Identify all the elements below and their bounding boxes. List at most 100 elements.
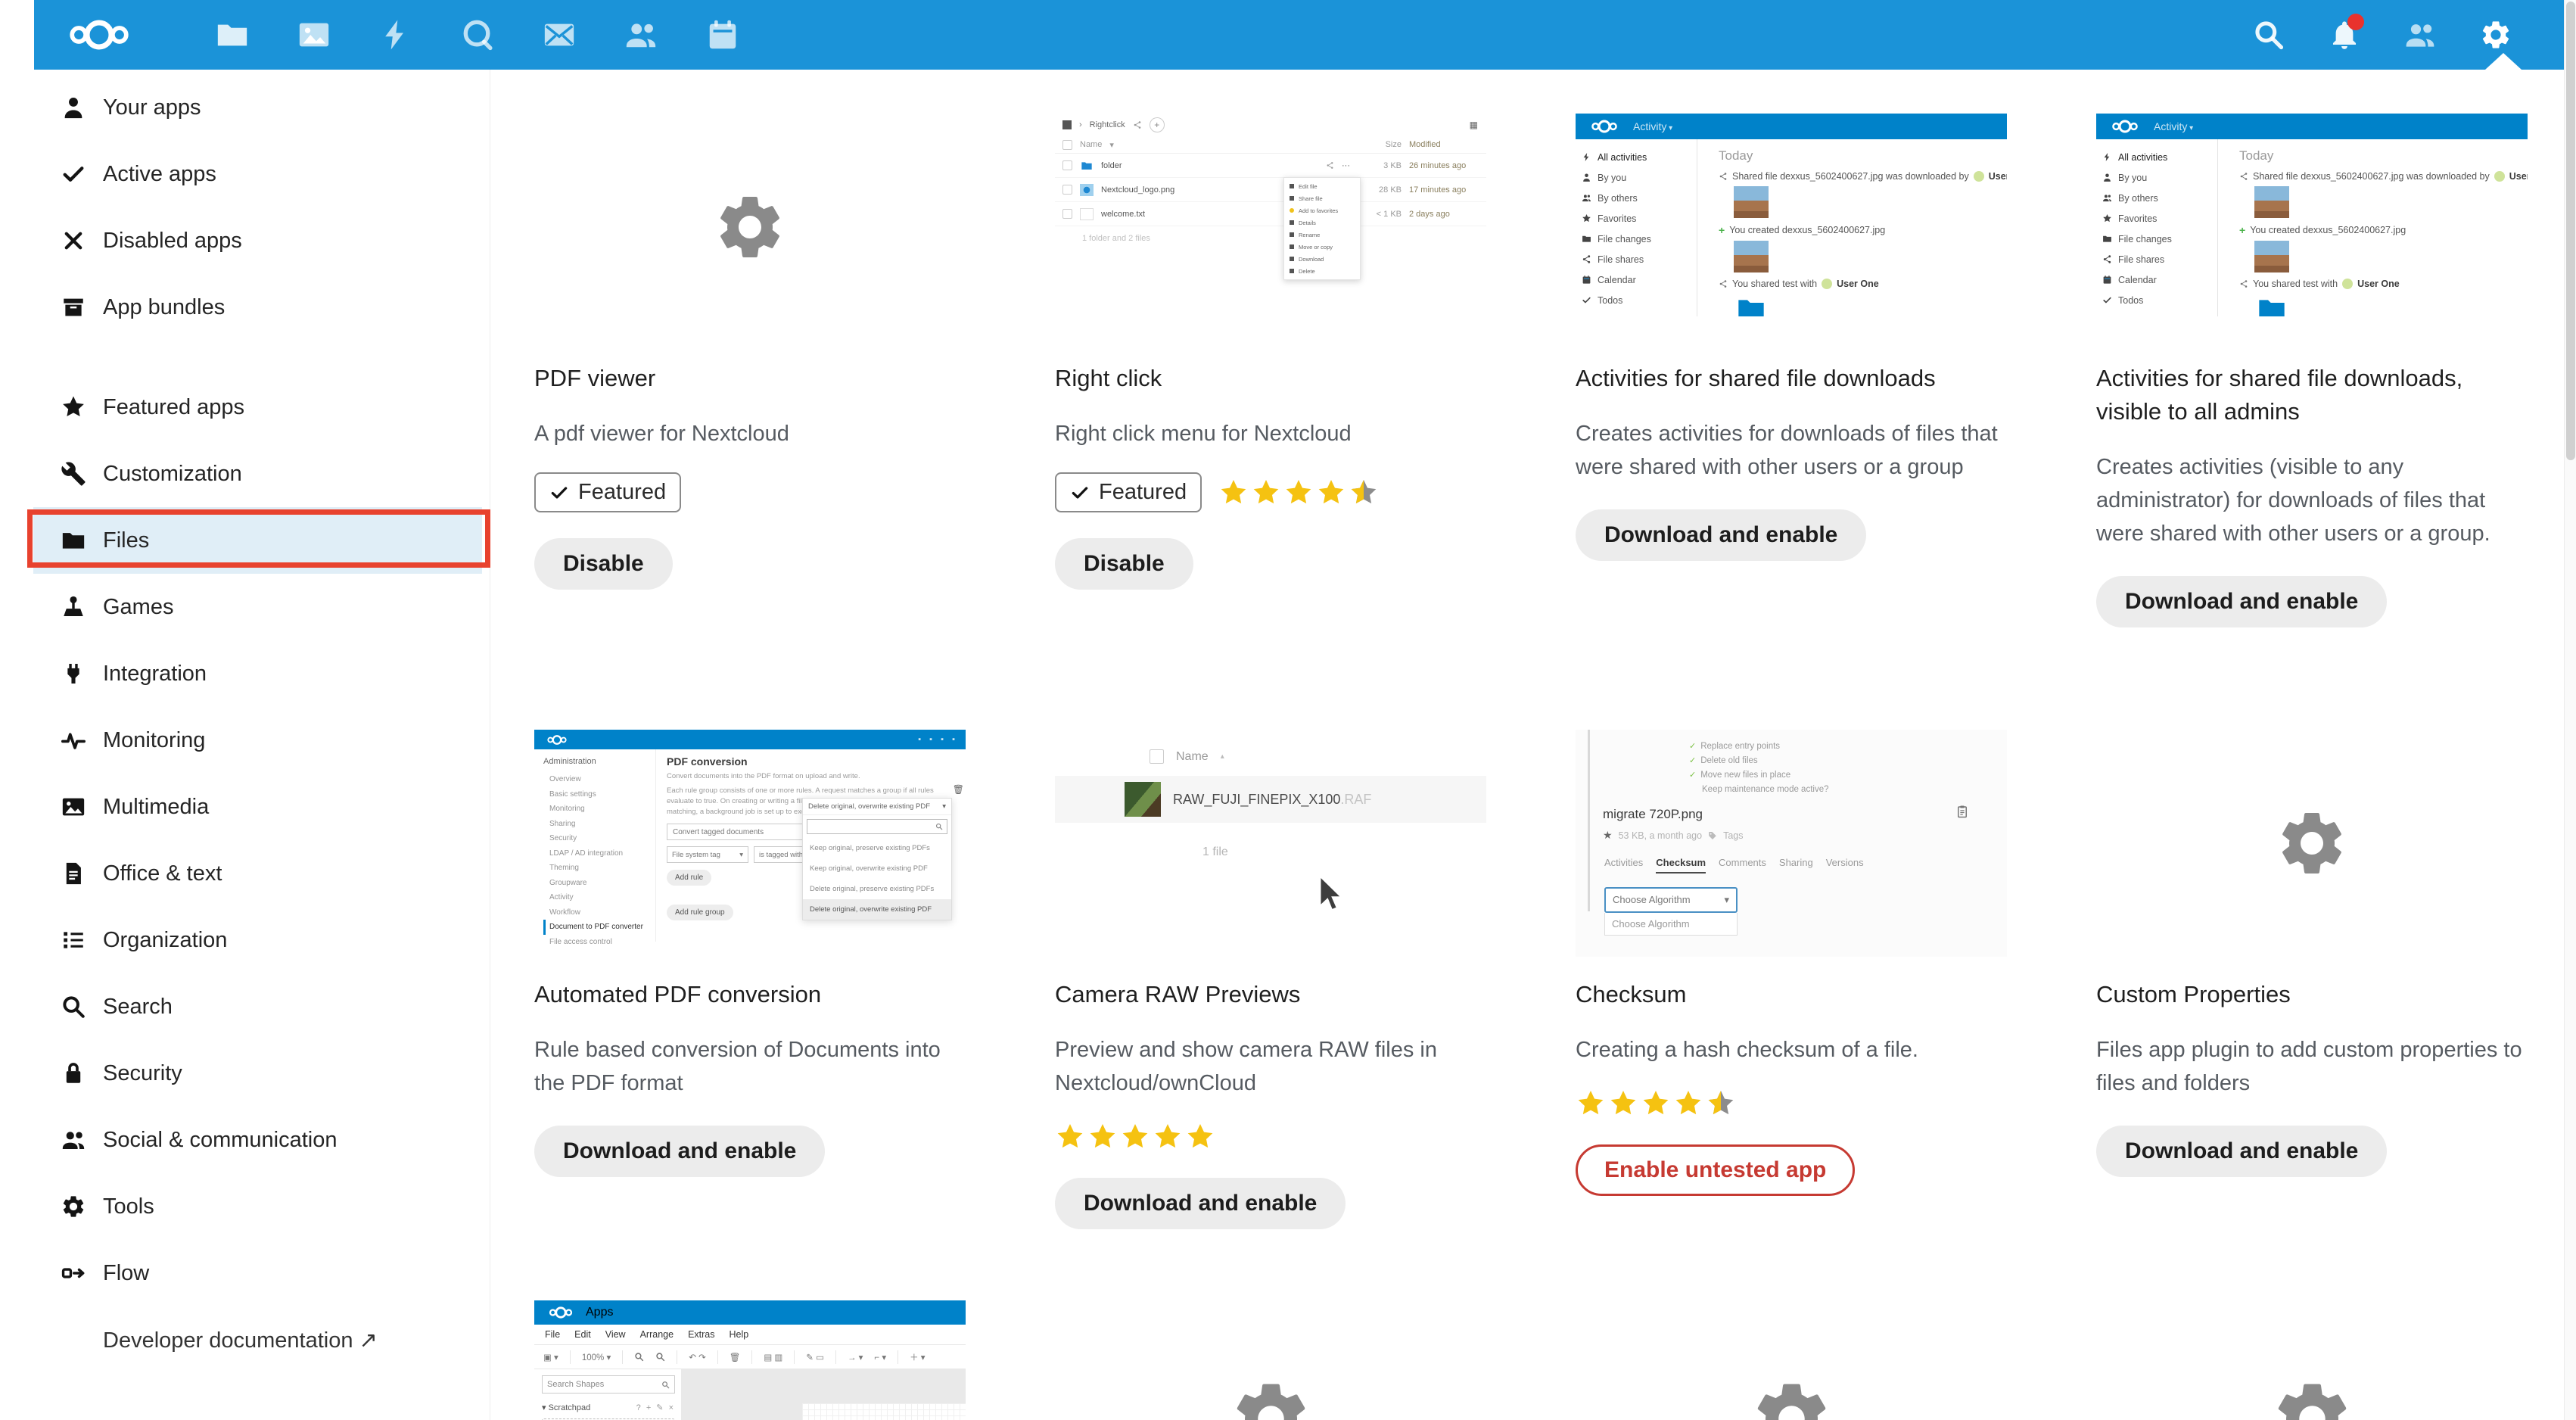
sidebar-item-label: Active apps [103,161,216,186]
app-title: Automated PDF conversion [534,981,822,1007]
disable-button[interactable]: Disable [534,538,673,590]
app-card-pdf-viewer: PDF viewer A pdf viewer for Nextcloud Fe… [534,114,966,659]
app-description: Preview and show camera RAW files in Nex… [1055,1038,1437,1095]
sidebar-item-label: App bundles [103,294,226,319]
sidebar-item-disabled-apps[interactable]: Disabled apps [33,207,482,274]
sidebar-item-label: Disabled apps [103,228,242,253]
app-description: A pdf viewer for Nextcloud [534,422,789,446]
app-title: Camera RAW Previews [1055,981,1301,1007]
calendar-app-icon[interactable] [682,17,764,52]
sidebar-item-integration[interactable]: Integration [33,640,482,707]
notifications-bell-icon[interactable] [2307,14,2382,51]
sidebar-item-tools[interactable]: Tools [33,1173,482,1240]
photos-app-icon[interactable] [273,17,355,52]
app-title: Activities for shared file downloads, vi… [2096,365,2463,425]
star-rating [1576,1088,1736,1119]
apps-list: PDF viewer A pdf viewer for Nextcloud Fe… [491,70,2564,1420]
list-icon [61,927,86,953]
star-rating [1055,1122,1215,1152]
app-screenshot: Activity All activities By you By others… [1576,114,2007,341]
app-menu [51,17,764,52]
contacts-menu-icon[interactable] [2382,18,2458,51]
check-icon [549,483,569,503]
sidebar-item-label: Games [103,594,174,619]
sidebar-item-label: Developer documentation ↗ [103,1328,378,1353]
contacts-app-icon[interactable] [600,17,682,52]
sidebar-item-organization[interactable]: Organization [33,907,482,973]
sidebar-item-your-apps[interactable]: Your apps [33,74,482,141]
app-screenshot: Apps File Edit View Arrange Extras Help ▣ ▾… [534,1300,966,1420]
app-title: Custom Properties [2096,981,2291,1007]
image-icon [61,794,86,820]
app-placeholder-gear-icon [2096,730,2528,957]
app-description: Rule based conversion of Documents into … [534,1038,941,1095]
app-card-automated-pdf-conversion: ▪ ▪ ▪ ▪ Administration Overview Basic se… [534,730,966,1229]
document-icon [61,861,86,886]
sidebar-item-app-bundles[interactable]: App bundles [33,274,482,341]
bundle-box-icon [61,294,86,320]
enable-untested-app-button[interactable]: Enable untested app [1576,1144,1856,1196]
sidebar-item-office-text[interactable]: Office & text [33,840,482,907]
talk-app-icon[interactable] [437,17,518,52]
download-and-enable-button[interactable]: Download and enable [2096,576,2388,627]
app-title: Activities for shared file downloads [1576,365,1936,391]
sidebar-item-label: Featured apps [103,394,245,419]
featured-badge: Featured [1055,472,1202,512]
settings-gear-icon[interactable] [2458,18,2534,51]
app-screenshot: ▪ ▪ ▪ ▪ Administration Overview Basic se… [534,730,966,957]
app-categories-sidebar: Your apps Active apps Disabled apps App … [0,70,490,1420]
sidebar-item-developer-documentation[interactable]: Developer documentation ↗ [33,1306,482,1373]
download-and-enable-button[interactable]: Download and enable [1576,509,1867,561]
sidebar-item-monitoring[interactable]: Monitoring [33,707,482,774]
sidebar-item-security[interactable]: Security [33,1040,482,1107]
app-placeholder-gear-icon [1055,1300,1486,1420]
page-scrollbar [2564,0,2576,1420]
app-screenshot: ✓ Replace entry points ✓ Delete old files … [1576,730,2007,957]
download-and-enable-button[interactable]: Download and enable [534,1126,826,1177]
app-placeholder-gear-icon [2096,1300,2528,1420]
app-card-partial [2096,1300,2528,1420]
activity-app-icon[interactable] [355,17,437,52]
app-screenshot: › Rightclick + ▦ Name ▾ Size Modified folder ··… [1055,114,1486,341]
sidebar-item-files[interactable]: Files [33,507,482,574]
scrollbar-thumb[interactable] [2566,2,2575,460]
app-description: Creates activities (visible to any admin… [2096,455,2490,546]
mail-app-icon[interactable] [518,17,600,52]
sidebar-item-games[interactable]: Games [33,574,482,640]
nextcloud-logo-icon[interactable] [51,17,148,52]
plug-icon [61,661,86,687]
sidebar-item-active-apps[interactable]: Active apps [33,141,482,207]
mouse-cursor-icon [1318,875,1342,911]
sidebar-item-social-communication[interactable]: Social & communication [33,1107,482,1173]
sidebar-item-flow[interactable]: Flow [33,1240,482,1306]
sidebar-item-label: Files [103,528,150,553]
app-card-partial [1576,1300,2007,1420]
files-app-icon[interactable] [191,17,273,52]
joystick-icon [61,594,86,620]
app-card-custom-properties: Custom Properties Files app plugin to ad… [2096,730,2528,1229]
clipboard-icon [1955,804,1969,819]
search-icon[interactable] [2231,18,2307,51]
app-description: Creates activities for downloads of file… [1576,422,1998,479]
featured-badge: Featured [534,472,682,512]
download-and-enable-button[interactable]: Download and enable [1055,1178,1346,1229]
sidebar-item-label: Flow [103,1260,150,1285]
app-title: PDF viewer [534,365,656,391]
disable-button[interactable]: Disable [1055,538,1193,590]
dropdown-panel: Delete original, overwrite existing PDF ▾… [802,798,952,920]
download-and-enable-button[interactable]: Download and enable [2096,1126,2388,1177]
app-description: Creating a hash checksum of a file. [1576,1038,1918,1062]
sidebar-item-label: Search [103,994,173,1019]
sidebar-item-multimedia[interactable]: Multimedia [33,774,482,840]
sidebar-item-customization[interactable]: Customization [33,441,482,507]
app-screenshot: Activity All activities By you By others… [2096,114,2528,341]
app-card-partial-diagram: Apps File Edit View Arrange Extras Help ▣ ▾… [534,1300,966,1420]
sidebar-item-search[interactable]: Search [33,973,482,1040]
sidebar-item-label: Organization [103,927,228,952]
select-all-checkbox [1150,749,1164,764]
people-icon [61,1127,86,1153]
sidebar-item-featured-apps[interactable]: Featured apps [33,374,482,441]
close-icon [61,228,86,254]
app-placeholder-gear-icon [534,114,966,341]
